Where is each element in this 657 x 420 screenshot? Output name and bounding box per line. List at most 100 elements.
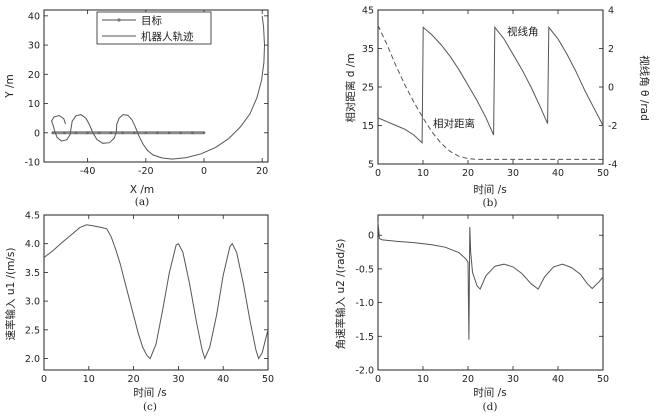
legend-box bbox=[96, 11, 212, 45]
xtick-label-b: 30 bbox=[507, 168, 519, 179]
xtick-label-d: 40 bbox=[552, 374, 564, 385]
panel-b: 0 10 20 30 40 50 5 15 25 35 45 -4 -2 0 2 4 视线角 相对距离 时间 … bbox=[344, 6, 651, 210]
ytick-label-a: 30 bbox=[28, 41, 40, 52]
series-point-target bbox=[97, 131, 101, 135]
legend-label-target: 目标 bbox=[141, 15, 162, 27]
annotation-distance: 相对距离 bbox=[433, 117, 475, 130]
series-point-target bbox=[144, 131, 148, 135]
panel-d: 0 10 20 30 40 50 -2.0 -1.5 -1.0 -0.5 0 时间 /s 角速率输入… bbox=[334, 214, 609, 413]
ytick-label-b: 35 bbox=[362, 44, 374, 55]
ytick-label-a: 10 bbox=[28, 99, 40, 110]
plot-frame-b bbox=[377, 9, 604, 165]
xtick-label-d: 30 bbox=[507, 374, 519, 385]
xtick-label-c: 50 bbox=[262, 374, 274, 385]
ytick-label-c: 3.0 bbox=[25, 297, 40, 308]
xtick-label-d: 10 bbox=[417, 374, 429, 385]
ytick-label-b: 5 bbox=[368, 160, 374, 171]
ticks-b: 0 10 20 30 40 50 5 15 25 35 45 -4 -2 0 2 4 bbox=[362, 6, 618, 180]
ylabel-a: Y /m bbox=[4, 74, 16, 99]
xlabel-b: 时间 /s bbox=[473, 183, 506, 196]
xtick-label-b: 50 bbox=[597, 168, 609, 179]
ytick-label-c: 2.5 bbox=[25, 325, 40, 336]
ytick-label-right-b: 0 bbox=[608, 83, 614, 94]
series-d bbox=[377, 221, 604, 340]
series-point-target bbox=[51, 131, 55, 135]
plot-frame-a bbox=[43, 9, 269, 163]
xlabel-a: X /m bbox=[130, 184, 154, 196]
ticks-a: -40 -20 0 20 -10 0 10 20 30 40 bbox=[24, 10, 268, 177]
ylabel-d: 角速率输入 u2 /(rad/s) bbox=[334, 239, 347, 350]
ytick-label-c: 3.5 bbox=[25, 268, 40, 279]
xtick-label-b: 40 bbox=[552, 168, 564, 179]
xtick-label-c: 30 bbox=[172, 374, 184, 385]
ytick-label-a: -10 bbox=[24, 158, 40, 169]
series-point-target bbox=[202, 131, 206, 135]
ytick-label-b: 45 bbox=[362, 6, 374, 17]
caption-a: (a) bbox=[135, 196, 149, 208]
ytick-label-right-b: -2 bbox=[608, 121, 617, 132]
ylabel-right-b: 视线角 θ /rad bbox=[638, 55, 651, 121]
series-point-target bbox=[121, 131, 124, 135]
caption-b: (b) bbox=[483, 197, 498, 209]
series-point-target bbox=[156, 131, 159, 135]
series-a bbox=[51, 15, 266, 160]
plot-frame-d bbox=[377, 214, 604, 371]
panel-c: 0 10 20 30 40 50 2.0 2.5 3.0 3.5 4.0 4.5 时间 /s 速率输入… bbox=[4, 211, 274, 414]
xlabel-d: 时间 /s bbox=[473, 386, 506, 399]
ytick-label-right-b: 2 bbox=[608, 44, 614, 55]
xtick-label-a: 0 bbox=[201, 166, 207, 177]
series-point-target bbox=[191, 131, 194, 135]
series-point-target bbox=[74, 131, 78, 135]
ytick-label-a: 20 bbox=[28, 70, 40, 81]
series-c bbox=[43, 224, 269, 360]
series-point-target bbox=[86, 131, 89, 135]
series-b bbox=[377, 25, 604, 160]
xlabel-c: 时间 /s bbox=[133, 386, 166, 399]
ytick-label-a: 40 bbox=[28, 11, 40, 22]
caption-c: (c) bbox=[143, 401, 157, 413]
ytick-label-d: -1.0 bbox=[355, 298, 374, 309]
xtick-label-d: 50 bbox=[597, 374, 609, 385]
ytick-label-right-b: 4 bbox=[608, 6, 614, 17]
ytick-label-d: -0.5 bbox=[355, 264, 374, 275]
ytick-label-c: 4.5 bbox=[25, 211, 40, 222]
ytick-label-d: -1.5 bbox=[355, 332, 374, 343]
plot-frame-c bbox=[43, 214, 269, 371]
ytick-label-right-b: -4 bbox=[608, 160, 617, 171]
ytick-label-b: 15 bbox=[362, 121, 374, 132]
series-line-u2 bbox=[377, 221, 604, 340]
xtick-label-a: -40 bbox=[80, 166, 96, 177]
ylabel-left-b: 相对距离 d /m bbox=[344, 53, 357, 122]
xtick-label-d: 0 bbox=[375, 374, 381, 385]
legend-label-robot: 机器人轨迹 bbox=[141, 30, 194, 43]
ytick-label-a: 0 bbox=[34, 128, 40, 139]
series-point-target bbox=[132, 131, 136, 135]
series-point-target bbox=[167, 131, 171, 135]
series-point-target bbox=[63, 131, 66, 135]
ytick-label-c: 2.0 bbox=[25, 354, 40, 365]
xtick-label-b: 10 bbox=[417, 168, 429, 179]
xtick-label-c: 20 bbox=[128, 374, 140, 385]
xtick-label-d: 20 bbox=[462, 374, 474, 385]
ytick-label-b: 25 bbox=[362, 83, 374, 94]
xtick-label-b: 20 bbox=[462, 168, 474, 179]
ticks-c: 0 10 20 30 40 50 2.0 2.5 3.0 3.5 4.0 4.5 bbox=[25, 211, 274, 386]
xtick-label-c: 0 bbox=[41, 374, 47, 385]
ticks-d: 0 10 20 30 40 50 -2.0 -1.5 -1.0 -0.5 0 bbox=[355, 215, 609, 385]
legend-a: 目标 机器人轨迹 bbox=[96, 11, 212, 45]
ytick-label-d: 0 bbox=[368, 231, 374, 242]
xtick-label-a: -20 bbox=[138, 166, 154, 177]
legend-marker-target bbox=[117, 18, 121, 22]
series-point-target bbox=[179, 131, 183, 135]
ylabel-c: 速率输入 u1 /(m/s) bbox=[4, 248, 17, 341]
series-line-u1 bbox=[43, 224, 269, 360]
series-line-los-angle bbox=[377, 25, 604, 144]
caption-d: (d) bbox=[483, 401, 498, 413]
xtick-label-c: 40 bbox=[217, 374, 229, 385]
series-point-target bbox=[109, 131, 113, 135]
series-line-relative-distance bbox=[377, 25, 603, 160]
xtick-label-a: 20 bbox=[256, 166, 268, 177]
xtick-label-c: 10 bbox=[83, 374, 95, 385]
ytick-label-c: 4.0 bbox=[25, 239, 40, 250]
